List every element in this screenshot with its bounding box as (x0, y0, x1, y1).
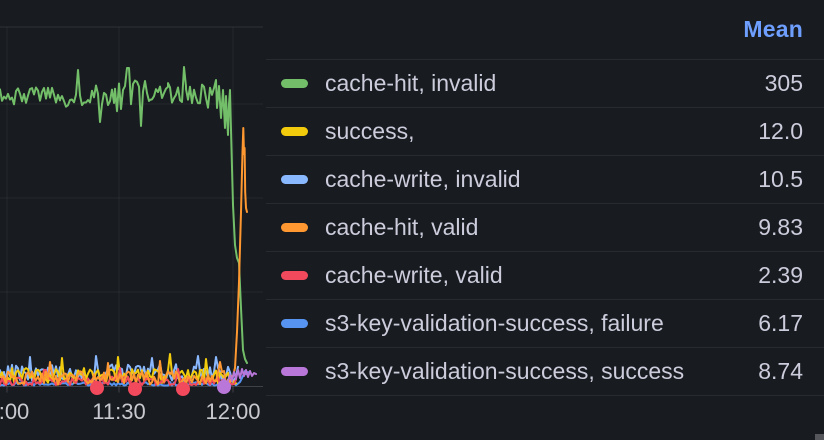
x-axis-label: 11:30 (92, 399, 145, 424)
data-point-dot (90, 381, 104, 395)
series-label[interactable]: success, (325, 118, 415, 144)
series-label[interactable]: s3-key-validation-success, success (325, 358, 685, 384)
series-mean-value: 8.74 (758, 358, 803, 384)
series-label[interactable]: cache-hit, valid (325, 214, 479, 240)
series-color-swatch-icon (281, 319, 308, 328)
series-mean-value: 305 (764, 70, 803, 96)
series-mean-value: 2.39 (758, 262, 803, 288)
panel-resize-handle[interactable] (815, 434, 824, 440)
series-mean-value: 12.0 (758, 118, 803, 144)
legend-table: Mean cache-hit, invalid 305 success, 12.… (266, 0, 824, 440)
series-line (220, 368, 257, 385)
data-point-dot (217, 380, 231, 394)
time-series-plot-area[interactable]: :00 11:30 12:00 (0, 0, 266, 440)
series-label[interactable]: s3-key-validation-success, failure (325, 310, 664, 336)
legend-row[interactable]: s3-key-validation-success, success 8.74 (266, 347, 824, 396)
series-color-swatch-icon (281, 127, 308, 136)
series-color-swatch-icon (281, 271, 308, 280)
legend-row[interactable]: cache-write, invalid 10.5 (266, 155, 824, 203)
time-series-svg: :00 11:30 12:00 (0, 26, 263, 424)
x-axis-label: 12:00 (205, 399, 260, 424)
series-mean-value: 9.83 (758, 214, 803, 240)
legend-row[interactable]: cache-hit, invalid 305 (266, 59, 824, 107)
legend-rows: cache-hit, invalid 305 success, 12.0 cac… (266, 59, 824, 396)
data-point-dot (176, 382, 190, 396)
series-line (0, 353, 237, 385)
series-color-swatch-icon (281, 223, 308, 232)
series-line (0, 127, 248, 386)
series-label[interactable]: cache-hit, invalid (325, 70, 497, 96)
mean-column-header[interactable]: Mean (743, 16, 803, 42)
series-mean-value: 10.5 (758, 166, 803, 192)
series-color-swatch-icon (281, 175, 308, 184)
series-label[interactable]: cache-write, valid (325, 262, 503, 288)
series-label[interactable]: cache-write, invalid (325, 166, 521, 192)
x-axis-label: :00 (0, 399, 29, 424)
series-mean-value: 6.17 (758, 310, 803, 336)
series-color-swatch-icon (281, 367, 308, 376)
series-line (0, 66, 248, 364)
legend-row[interactable]: cache-hit, valid 9.83 (266, 203, 824, 251)
legend-row[interactable]: success, 12.0 (266, 107, 824, 155)
series-color-swatch-icon (281, 79, 308, 88)
legend-row[interactable]: cache-write, valid 2.39 (266, 251, 824, 299)
legend-row[interactable]: s3-key-validation-success, failure 6.17 (266, 299, 824, 347)
data-point-dot (128, 382, 142, 396)
legend-header-row: Mean (266, 0, 824, 59)
